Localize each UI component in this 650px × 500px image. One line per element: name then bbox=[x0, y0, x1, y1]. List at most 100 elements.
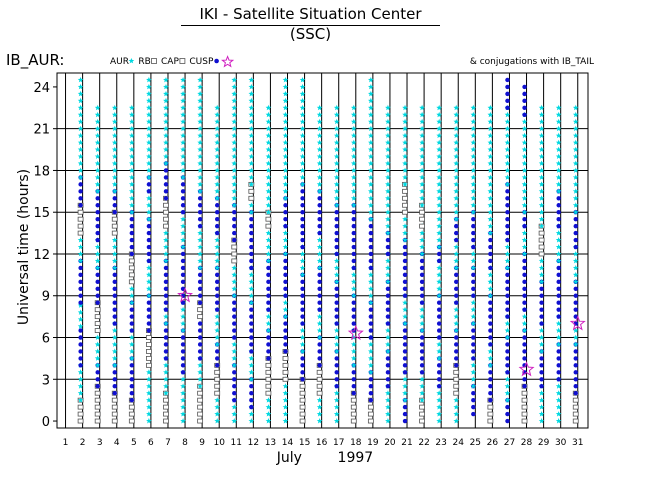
aur-mark bbox=[368, 341, 374, 347]
aur-mark bbox=[180, 118, 186, 125]
aur-mark bbox=[470, 264, 477, 271]
cap-mark bbox=[572, 397, 579, 403]
aur-mark bbox=[419, 397, 425, 403]
aur-mark bbox=[555, 383, 562, 389]
cusp-mark bbox=[556, 349, 561, 354]
aur-mark bbox=[350, 167, 357, 173]
cusp-mark bbox=[471, 404, 476, 410]
aur-mark bbox=[385, 404, 391, 410]
aur-mark bbox=[368, 90, 374, 97]
aur-mark bbox=[129, 104, 135, 111]
cusp-mark bbox=[95, 230, 100, 236]
cusp-mark bbox=[317, 342, 322, 347]
x-tick-label: 27 bbox=[504, 438, 515, 448]
cusp-mark bbox=[283, 272, 288, 278]
aur-mark bbox=[94, 174, 101, 180]
aur-mark bbox=[248, 369, 255, 375]
cusp-mark bbox=[368, 223, 374, 229]
aur-mark bbox=[231, 278, 238, 285]
cap-mark bbox=[538, 230, 545, 236]
aur-mark bbox=[572, 341, 579, 347]
cusp-mark bbox=[215, 349, 220, 354]
aur-mark bbox=[77, 125, 84, 132]
cusp-mark bbox=[232, 335, 237, 340]
aur-mark bbox=[521, 327, 528, 333]
cusp-mark bbox=[573, 286, 578, 291]
cusp-mark bbox=[78, 363, 83, 368]
cusp-mark bbox=[505, 105, 510, 111]
aur-mark bbox=[572, 334, 579, 340]
x-tick-label: 14 bbox=[282, 438, 294, 448]
aur-mark bbox=[402, 104, 408, 111]
aur-mark bbox=[129, 299, 135, 306]
cusp-mark bbox=[78, 182, 83, 187]
aur-mark bbox=[316, 125, 323, 132]
aur-mark bbox=[385, 348, 391, 354]
cap-mark bbox=[214, 369, 221, 375]
cusp-mark bbox=[488, 321, 493, 326]
aur-mark bbox=[77, 257, 84, 264]
cusp-mark bbox=[112, 293, 117, 298]
cusp-mark bbox=[112, 210, 117, 215]
cusp-mark bbox=[112, 300, 117, 305]
cusp-mark bbox=[283, 349, 288, 354]
cusp-mark bbox=[197, 342, 203, 347]
cusp-mark bbox=[505, 77, 510, 83]
cusp-mark bbox=[556, 377, 561, 382]
aur-mark bbox=[521, 209, 528, 215]
aur-mark bbox=[538, 216, 545, 222]
aur-mark bbox=[282, 411, 289, 417]
aur-mark bbox=[470, 153, 477, 159]
x-tick-label: 28 bbox=[521, 438, 533, 448]
cap-mark bbox=[128, 418, 135, 424]
pass-day-19 bbox=[367, 77, 374, 424]
aur-mark bbox=[385, 188, 391, 194]
aur-mark bbox=[572, 167, 579, 173]
pass-day-17 bbox=[333, 104, 340, 424]
cap-mark bbox=[419, 216, 425, 222]
aur-mark bbox=[350, 139, 357, 145]
cusp-mark bbox=[436, 300, 442, 305]
aur-mark bbox=[180, 237, 186, 243]
aur-mark bbox=[197, 237, 203, 243]
cusp-mark bbox=[351, 300, 356, 305]
aur-mark bbox=[350, 355, 357, 361]
aur-mark bbox=[453, 418, 460, 424]
aur-mark bbox=[368, 181, 374, 187]
aur-mark bbox=[572, 195, 579, 201]
aur-mark bbox=[214, 237, 221, 243]
aur-mark bbox=[231, 83, 238, 90]
aur-mark bbox=[368, 285, 374, 292]
cusp-mark bbox=[249, 244, 254, 250]
aur-mark bbox=[368, 153, 374, 159]
aur-mark bbox=[350, 125, 357, 132]
aur-mark bbox=[385, 104, 391, 111]
cap-mark bbox=[572, 411, 579, 417]
cusp-mark bbox=[180, 349, 186, 354]
aur-mark bbox=[94, 355, 101, 361]
aur-mark bbox=[129, 132, 135, 139]
legend-label: CAP bbox=[161, 57, 179, 67]
aur-mark bbox=[504, 390, 511, 396]
aur-mark bbox=[487, 167, 494, 173]
aur-mark bbox=[350, 118, 357, 125]
cusp-mark bbox=[197, 216, 203, 222]
cusp-mark bbox=[419, 258, 425, 264]
aur-mark bbox=[265, 125, 272, 132]
aur-mark bbox=[214, 111, 221, 118]
cusp-mark bbox=[249, 342, 254, 347]
aur-mark bbox=[129, 174, 135, 180]
aur-mark bbox=[299, 139, 306, 145]
aur-mark bbox=[453, 244, 460, 250]
aur-mark bbox=[265, 411, 272, 417]
aur-mark bbox=[419, 146, 425, 152]
cusp-mark bbox=[317, 196, 322, 201]
cusp-mark bbox=[163, 175, 169, 180]
pass-day-30 bbox=[555, 104, 562, 424]
aur-mark bbox=[572, 327, 579, 333]
aur-mark bbox=[94, 362, 101, 368]
cusp-mark bbox=[300, 279, 305, 285]
cusp-mark bbox=[573, 390, 578, 396]
aur-mark bbox=[555, 237, 562, 243]
cusp-mark bbox=[573, 300, 578, 305]
